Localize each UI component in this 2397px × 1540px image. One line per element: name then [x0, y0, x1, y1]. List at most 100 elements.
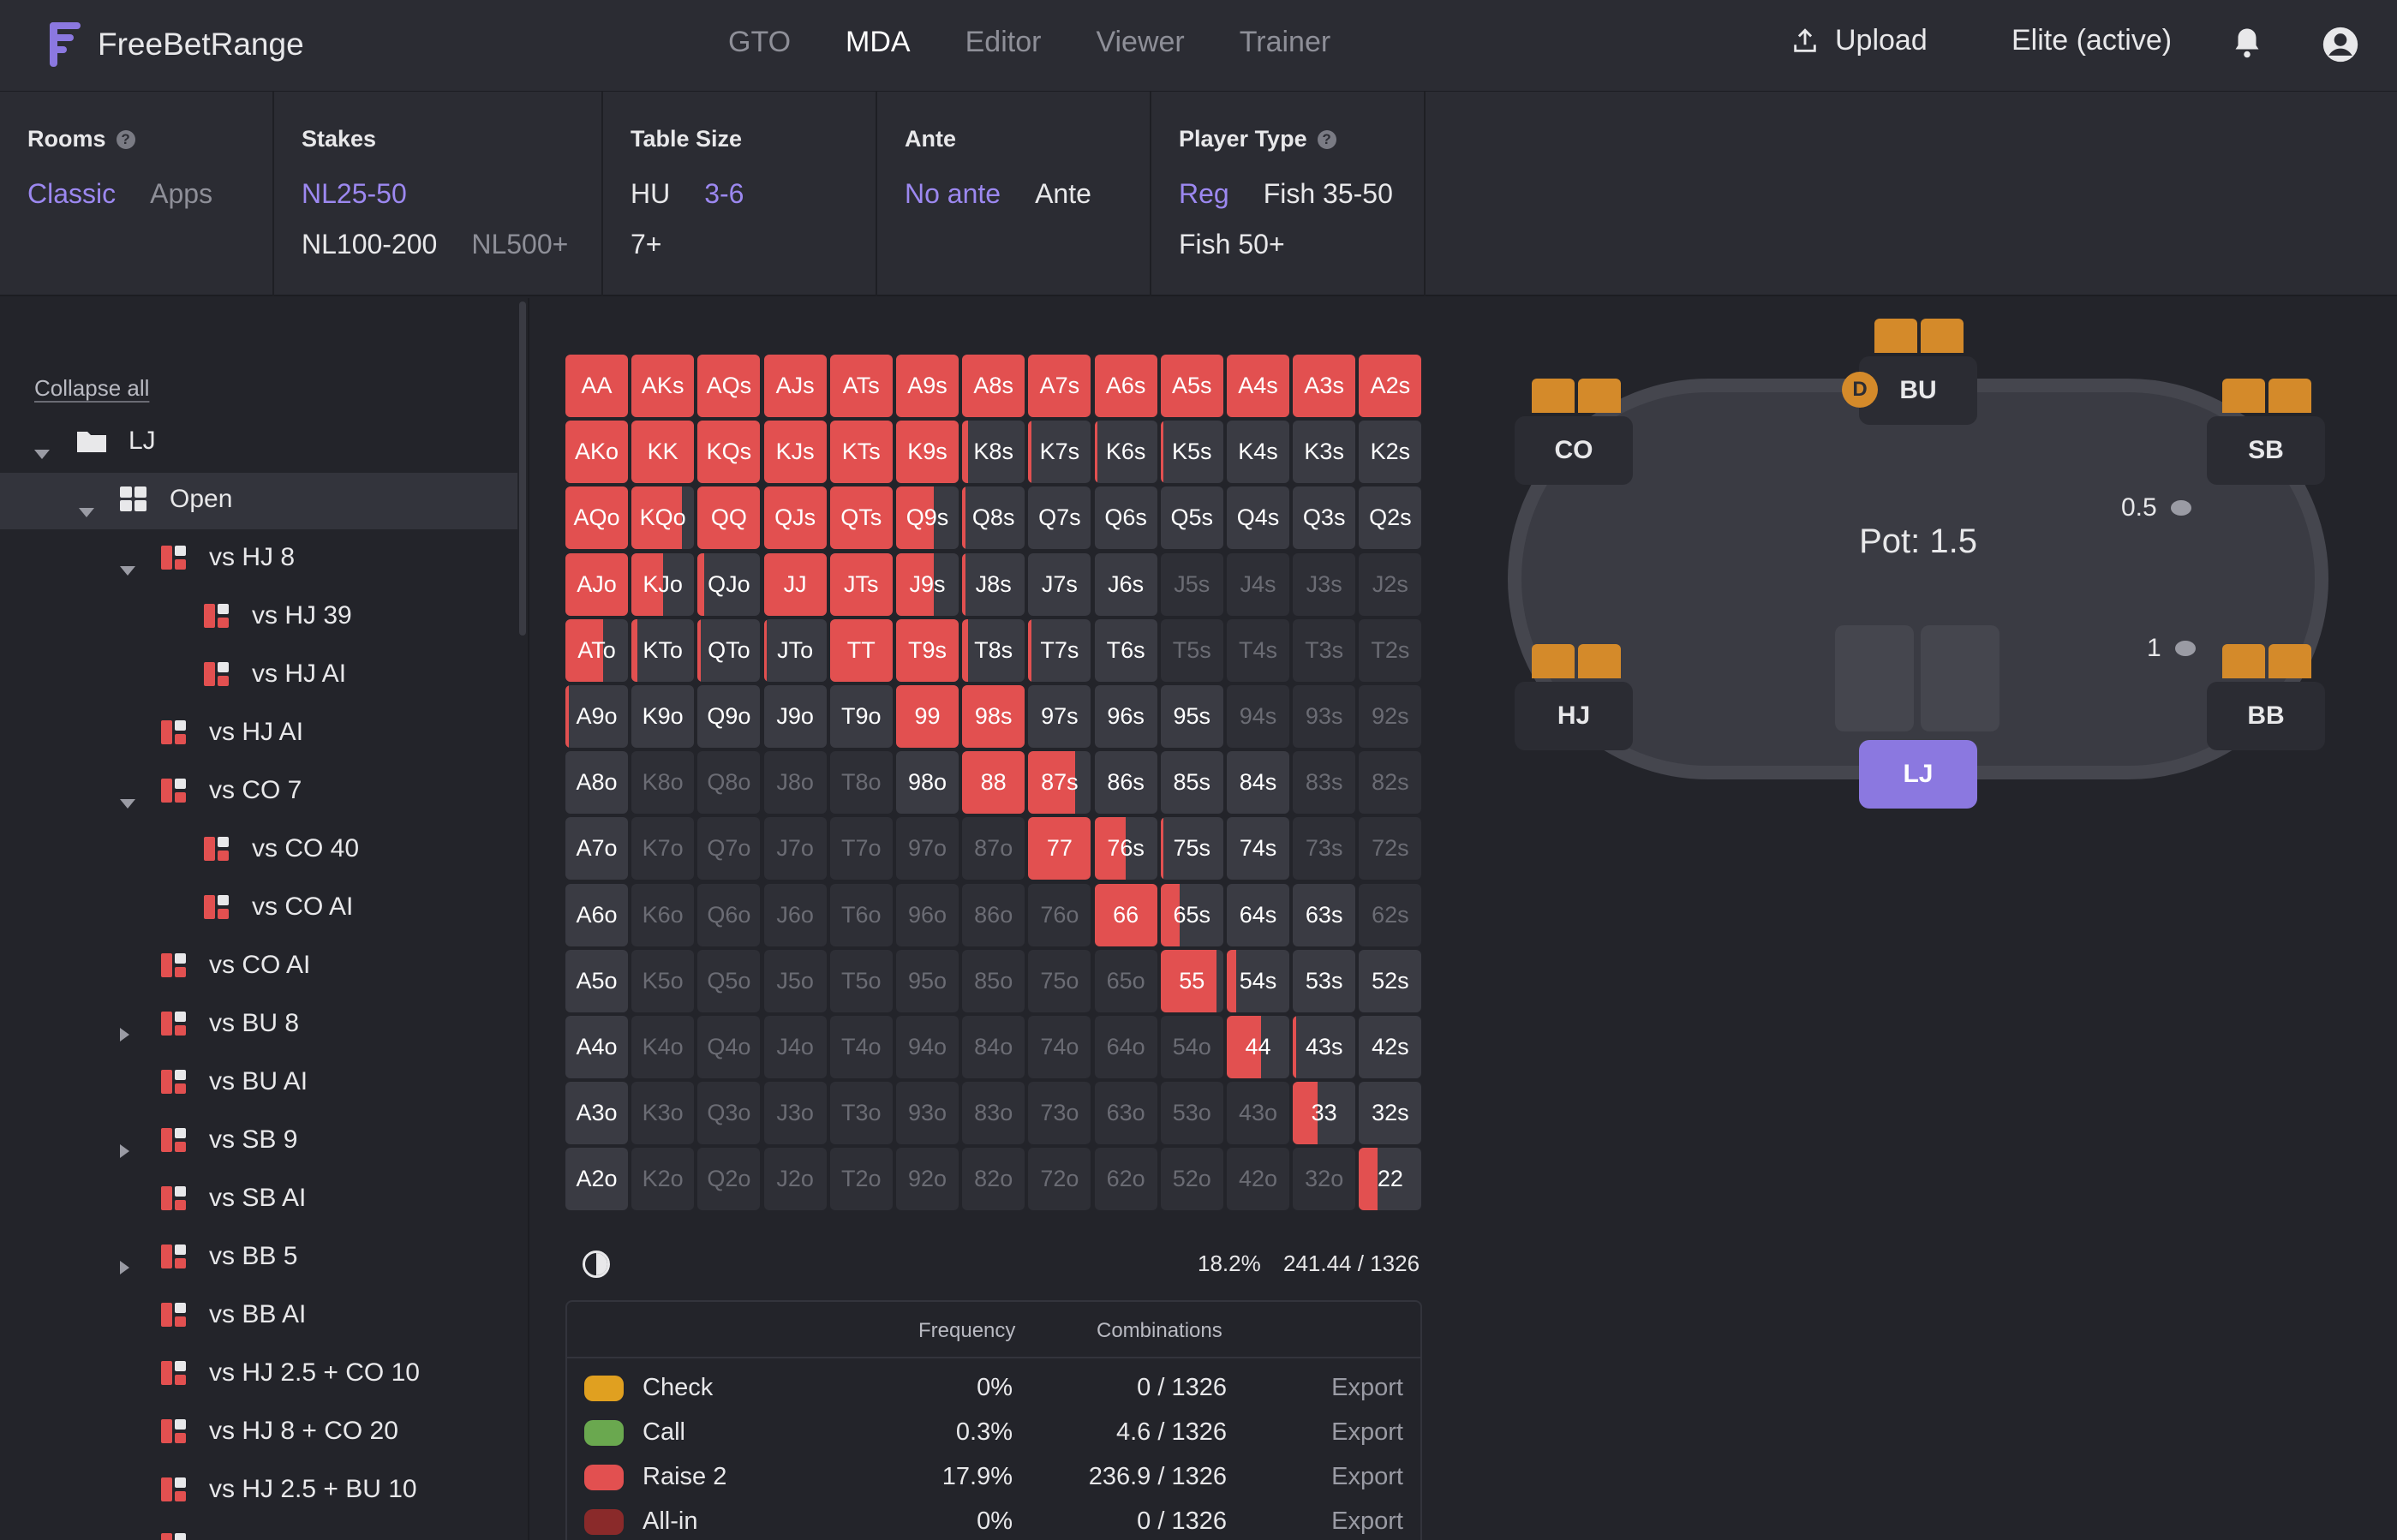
export-button[interactable]: Export — [1331, 1418, 1403, 1446]
hand-cell[interactable]: 73s — [1293, 817, 1356, 880]
hand-cell[interactable]: QQ — [697, 486, 761, 550]
room-option-classic[interactable]: Classic — [27, 178, 117, 209]
hand-cell[interactable]: 92s — [1359, 685, 1422, 748]
hand-cell[interactable]: 52o — [1160, 1148, 1223, 1211]
hand-cell[interactable]: 84s — [1227, 751, 1289, 815]
nav-trainer[interactable]: Trainer — [1239, 26, 1331, 58]
brand[interactable]: FreeBetRange — [48, 21, 304, 69]
tree-item[interactable]: vs HJ 2.5 + CO 10 — [0, 1346, 517, 1403]
hand-cell[interactable]: QJs — [763, 486, 827, 550]
hand-cell[interactable]: T4o — [829, 1016, 893, 1078]
tree-item[interactable]: vs HJ 2.5 + BU 10 — [0, 1463, 517, 1519]
tree-item[interactable]: vs HJ AI — [0, 706, 517, 762]
hand-cell[interactable]: J4o — [763, 1016, 827, 1078]
table-size-option-hu[interactable]: HU — [631, 178, 671, 209]
hand-cell[interactable]: 64o — [1094, 1016, 1157, 1078]
hand-cell[interactable]: 33 — [1293, 1082, 1356, 1145]
seat-sb[interactable]: SB — [2207, 416, 2325, 485]
hand-cell[interactable]: A7s — [1028, 355, 1091, 417]
hand-cell[interactable]: K5s — [1160, 421, 1223, 484]
hand-cell[interactable]: Q2s — [1359, 486, 1422, 550]
user-account-icon[interactable] — [2322, 26, 2359, 63]
hand-cell[interactable]: J4s — [1227, 552, 1289, 616]
caret-down-icon[interactable] — [120, 799, 135, 809]
caret-down-icon[interactable] — [120, 566, 135, 576]
hand-cell[interactable]: 96o — [896, 883, 959, 946]
hand-cell[interactable]: 74o — [1028, 1016, 1091, 1078]
hand-cell[interactable]: T9s — [896, 618, 959, 682]
hand-cell[interactable]: 93s — [1293, 685, 1356, 748]
hand-cell[interactable]: T4s — [1227, 618, 1289, 682]
tree-item[interactable]: Open — [0, 473, 517, 529]
hand-cell[interactable]: J7o — [763, 817, 827, 880]
hand-cell[interactable]: 66 — [1094, 883, 1157, 946]
hand-cell[interactable]: QJo — [697, 552, 761, 616]
hand-cell[interactable]: KK — [631, 421, 695, 484]
notifications-bell-icon[interactable] — [2232, 26, 2263, 60]
hand-cell[interactable]: J5s — [1160, 552, 1223, 616]
hand-cell[interactable]: JTo — [763, 618, 827, 682]
caret-right-icon[interactable] — [120, 1028, 129, 1042]
tree-item[interactable]: vs BU AI — [0, 1055, 517, 1112]
hand-cell[interactable]: A5o — [565, 949, 628, 1012]
hand-cell[interactable]: 82o — [962, 1148, 1025, 1211]
hand-cell[interactable]: 99 — [896, 685, 959, 748]
hand-cell[interactable]: 97o — [896, 817, 959, 880]
hand-cell[interactable]: Q7s — [1028, 486, 1091, 550]
hand-cell[interactable]: T5o — [829, 949, 893, 1012]
hand-cell[interactable]: A3o — [565, 1082, 628, 1145]
hand-cell[interactable]: Q6o — [697, 883, 761, 946]
hand-cell[interactable]: J6o — [763, 883, 827, 946]
table-size-option-3-6[interactable]: 3-6 — [704, 178, 744, 209]
tree-item[interactable]: vs BU 8 — [0, 997, 517, 1054]
hand-cell[interactable]: 96s — [1094, 685, 1157, 748]
ante-option-no-ante[interactable]: No ante — [905, 178, 1001, 209]
hand-cell[interactable]: A8s — [962, 355, 1025, 417]
hand-cell[interactable]: J9s — [896, 552, 959, 616]
hand-cell[interactable]: A4o — [565, 1016, 628, 1078]
hand-cell[interactable]: 94o — [896, 1016, 959, 1078]
hand-cell[interactable]: A2o — [565, 1148, 628, 1211]
hand-cell[interactable]: K3o — [631, 1082, 695, 1145]
hand-cell[interactable]: KTs — [829, 421, 893, 484]
nav-editor[interactable]: Editor — [965, 26, 1042, 58]
hand-cell[interactable]: T6s — [1094, 618, 1157, 682]
hand-cell[interactable]: A8o — [565, 751, 628, 815]
hand-cell[interactable]: 93o — [896, 1082, 959, 1145]
hand-cell[interactable]: 42s — [1359, 1016, 1422, 1078]
hand-cell[interactable]: K4s — [1227, 421, 1289, 484]
hand-cell[interactable]: 97s — [1028, 685, 1091, 748]
table-size-option-7plus[interactable]: 7+ — [631, 229, 662, 260]
hand-cell[interactable]: A5s — [1160, 355, 1223, 417]
stake-option-nl500[interactable]: NL500+ — [471, 229, 569, 260]
hand-cell[interactable]: Q3o — [697, 1082, 761, 1145]
hand-cell[interactable]: T9o — [829, 685, 893, 748]
hand-cell[interactable]: K9o — [631, 685, 695, 748]
seat-bb[interactable]: BB — [2207, 682, 2325, 750]
hand-cell[interactable]: K8o — [631, 751, 695, 815]
hand-cell[interactable]: 86o — [962, 883, 1025, 946]
hand-cell[interactable]: J7s — [1028, 552, 1091, 616]
hand-cell[interactable]: AQo — [565, 486, 628, 550]
hand-cell[interactable]: Q7o — [697, 817, 761, 880]
tree-item[interactable]: vs SB AI — [0, 1172, 517, 1228]
hand-cell[interactable]: Q3s — [1293, 486, 1356, 550]
player-type-option-fish-35-50[interactable]: Fish 35-50 — [1263, 178, 1393, 209]
hand-cell[interactable]: 92o — [896, 1148, 959, 1211]
hand-cell[interactable]: QTo — [697, 618, 761, 682]
hand-cell[interactable]: 82s — [1359, 751, 1422, 815]
hand-cell[interactable]: Q5o — [697, 949, 761, 1012]
hand-cell[interactable]: K6s — [1094, 421, 1157, 484]
export-button[interactable]: Export — [1331, 1374, 1403, 1401]
hand-cell[interactable]: K5o — [631, 949, 695, 1012]
hand-cell[interactable]: 32s — [1359, 1082, 1422, 1145]
hand-cell[interactable]: Q8s — [962, 486, 1025, 550]
hand-cell[interactable]: 83o — [962, 1082, 1025, 1145]
caret-down-icon[interactable] — [79, 508, 94, 517]
hand-cell[interactable]: 63s — [1293, 883, 1356, 946]
hand-cell[interactable]: T8o — [829, 751, 893, 815]
hand-cell[interactable]: T6o — [829, 883, 893, 946]
hand-cell[interactable]: JTs — [829, 552, 893, 616]
hand-cell[interactable]: T7s — [1028, 618, 1091, 682]
hand-cell[interactable]: 76o — [1028, 883, 1091, 946]
